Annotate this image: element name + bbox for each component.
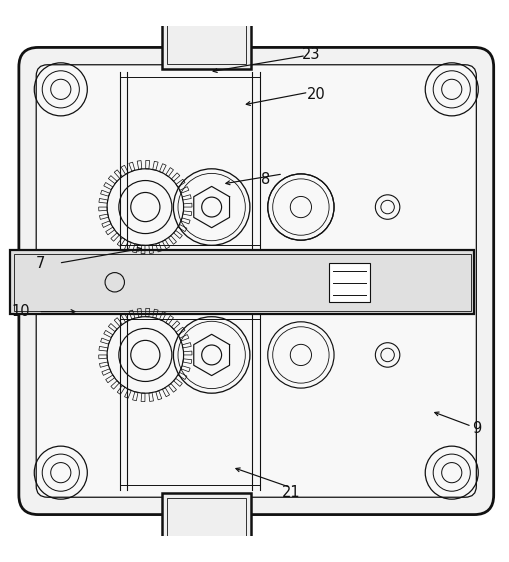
Bar xyxy=(14,254,470,311)
Text: 23: 23 xyxy=(301,47,320,62)
FancyBboxPatch shape xyxy=(36,65,475,497)
Text: 9: 9 xyxy=(471,422,480,437)
Bar xyxy=(201,0,212,11)
Bar xyxy=(201,551,212,562)
Text: 7: 7 xyxy=(36,256,45,271)
Bar xyxy=(328,262,369,302)
Text: 10: 10 xyxy=(11,304,30,319)
Bar xyxy=(162,11,250,69)
Bar xyxy=(162,493,250,551)
FancyBboxPatch shape xyxy=(19,47,493,515)
Bar xyxy=(10,251,473,314)
Bar xyxy=(167,16,246,64)
Text: 21: 21 xyxy=(281,485,299,500)
Bar xyxy=(167,498,246,546)
Text: 20: 20 xyxy=(306,87,325,102)
Text: 8: 8 xyxy=(260,171,269,187)
